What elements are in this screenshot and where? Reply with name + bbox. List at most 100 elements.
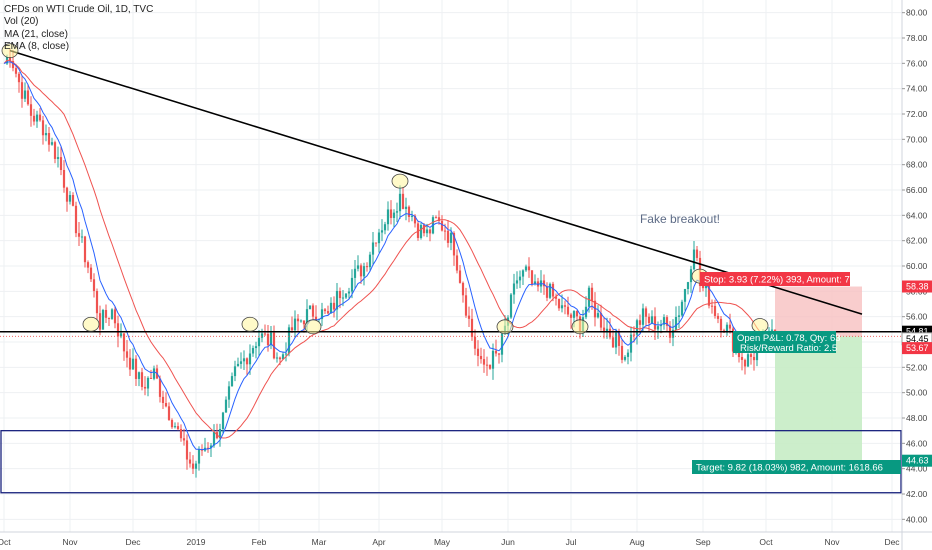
candle-body [80,236,84,238]
time-axis-label: Apr [372,537,385,547]
candle-body [404,206,408,209]
candle-body [32,115,36,122]
candle-body [311,305,315,317]
price-axis-label: 66.00 [906,185,928,195]
legend-vol: Vol (20) [4,16,39,28]
candle-body [206,447,210,449]
candle-body [293,318,297,331]
legend-ema: EMA (8, close) [4,41,70,53]
candle-body [176,426,180,430]
time-axis[interactable]: Oct Nov Dec 2019 Feb Mar Apr May Jun Jul Aug Sep Oct… [0,531,932,547]
candle-body [29,104,33,116]
candle-body [188,459,192,464]
candle-body [518,276,522,281]
candle-body [383,224,387,231]
candle-body [695,249,699,258]
candle-body [101,309,105,330]
ma-line [3,59,779,439]
target-label-text: Target: 9.82 (18.03%) 982, Amount: 1618.… [696,463,883,474]
candle-body [191,463,195,469]
candles [5,48,780,478]
price-tag-current: 53.67 [902,342,932,355]
candle-body [380,230,384,233]
candle-body [521,270,525,277]
candle-body [686,282,690,290]
candle-body [527,266,531,271]
time-axis-label: 2019 [187,537,206,547]
candle-body [269,332,273,346]
candle-body [617,332,621,346]
candle-body [725,324,729,333]
candle-body [632,334,636,336]
candle-body [158,378,162,397]
candle-body [407,206,411,217]
candle-body [710,305,714,307]
time-axis-label: Sep [695,537,710,547]
candle-body [365,266,369,268]
candle-body [242,358,246,362]
candle-body [350,277,354,292]
candle-body [542,280,546,287]
price-axis-label: 74.00 [906,84,928,94]
candle-body [749,354,753,357]
candle-body [224,399,228,413]
legend-ma: MA (21, close) [4,28,68,40]
candle-body [35,114,39,122]
candle-body [134,358,138,379]
candle-body [593,300,597,318]
candle-body [143,386,147,389]
candle-body [71,195,75,206]
price-axis[interactable]: 40.0042.0044.0046.0048.0050.0052.0054.00… [901,0,928,550]
risk-reward-text: Risk/Reward Ratio: 2.5 [740,343,837,354]
price-axis-label: 72.00 [906,109,928,119]
candle-body [137,372,141,379]
time-axis-label: Dec [884,537,900,547]
candle-body [227,386,231,400]
open-pnl-label: Open P&L: 0.78, Qty: 63 Risk/Reward Rati… [733,331,841,354]
candle-body [401,193,405,209]
candle-body [530,270,534,285]
candle-body [650,316,654,324]
candle-body [146,377,150,389]
candle-body [47,133,51,145]
candle-body [464,295,468,316]
highlight-marker [1,43,19,59]
candle-body [74,205,78,234]
candle-body [332,302,336,310]
candle-body [704,285,708,289]
highlight-marker [496,319,514,335]
candle-body [296,318,300,322]
candle-body [638,320,642,325]
time-axis-label: May [434,537,451,547]
candle-body [245,358,249,365]
price-tag-stop-text: 58.38 [906,282,929,292]
candle-body [602,327,606,332]
candle-body [569,314,573,318]
price-axis-label: 48.00 [906,413,928,423]
time-axis-label: Feb [252,537,267,547]
candle-body [290,327,294,331]
trendline-segment [9,49,863,315]
price-axis-label: 68.00 [906,160,928,170]
candle-body [314,316,318,320]
candle-body [86,262,90,268]
price-axis-label: 50.00 [906,388,928,398]
candle-body [218,428,222,439]
candle-body [170,419,174,428]
candle-body [563,305,567,307]
highlight-marker [391,173,409,189]
candle-body [596,313,600,318]
price-axis-label: 46.00 [906,438,928,448]
candle-body [8,57,12,61]
candle-body [623,356,627,360]
candle-body [413,215,417,224]
candle-body [449,232,453,243]
candle-body [476,348,480,356]
candle-body [98,313,102,330]
highlight-marker [571,319,589,335]
candle-body [647,316,651,324]
candle-body [653,316,657,330]
candle-body [128,357,132,370]
candle-body [185,440,189,460]
